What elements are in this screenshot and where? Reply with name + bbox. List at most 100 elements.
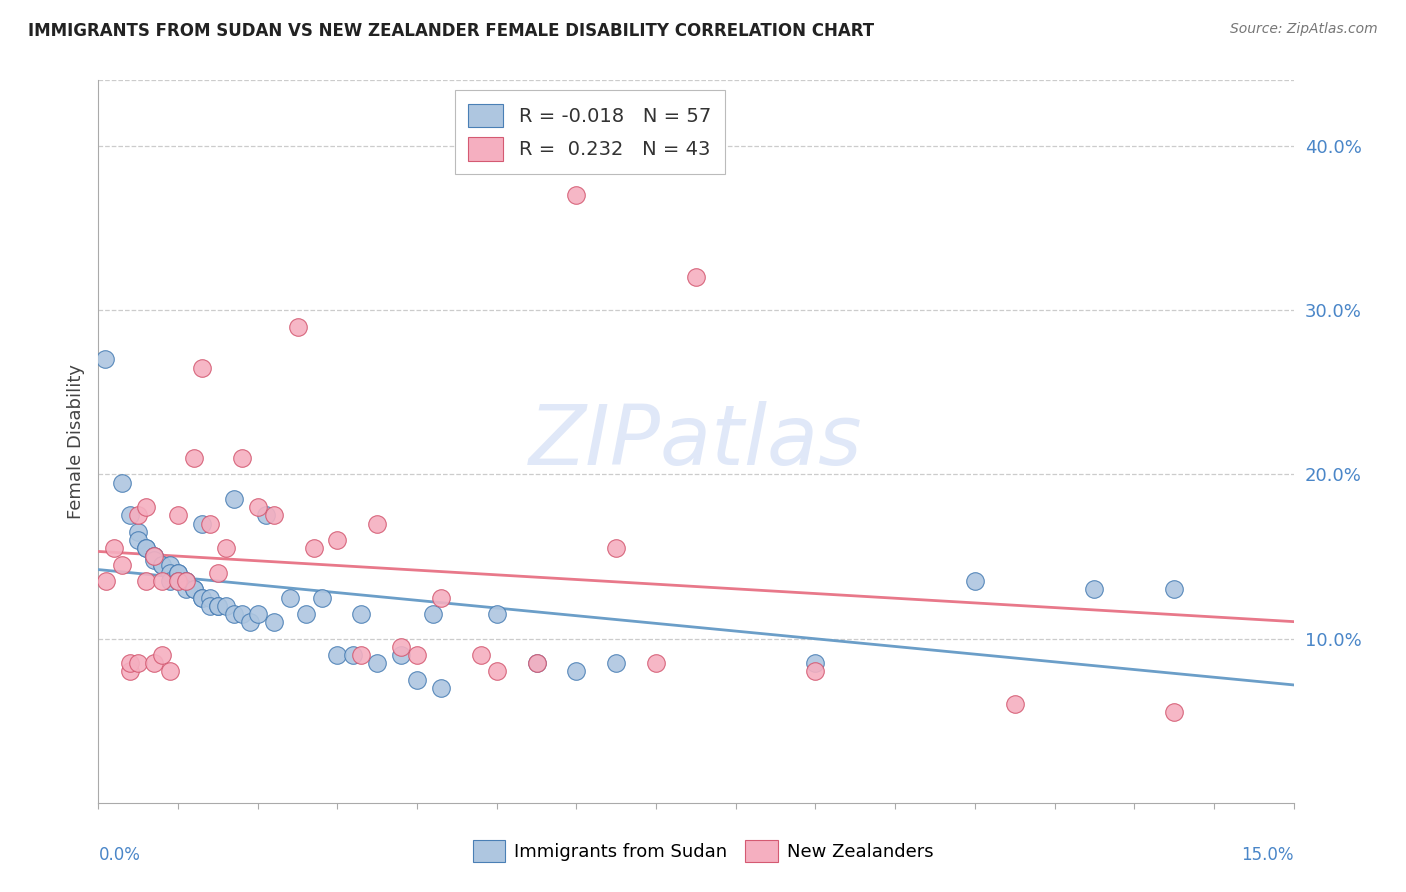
Point	[143, 553, 166, 567]
Point	[174, 582, 197, 597]
Text: IMMIGRANTS FROM SUDAN VS NEW ZEALANDER FEMALE DISABILITY CORRELATION CHART: IMMIGRANTS FROM SUDAN VS NEW ZEALANDER F…	[28, 22, 875, 40]
Point	[143, 657, 166, 671]
Point	[311, 591, 333, 605]
Point	[150, 558, 173, 572]
Point	[159, 665, 181, 679]
Point	[389, 648, 412, 662]
Point	[302, 541, 325, 556]
Point	[963, 574, 986, 588]
Point	[135, 500, 157, 515]
Point	[263, 508, 285, 523]
Point	[191, 591, 214, 605]
Point	[174, 574, 197, 588]
Point	[183, 450, 205, 465]
Point	[167, 574, 190, 588]
Point	[120, 665, 142, 679]
Point	[111, 475, 134, 490]
Point	[485, 665, 508, 679]
Point	[111, 558, 134, 572]
Point	[94, 352, 117, 367]
Point	[366, 657, 388, 671]
Point	[350, 607, 373, 621]
Point	[183, 582, 205, 597]
Point	[150, 648, 173, 662]
Point	[287, 319, 309, 334]
Point	[231, 607, 253, 621]
Point	[191, 516, 214, 531]
Point	[191, 360, 214, 375]
Point	[326, 648, 349, 662]
Point	[150, 574, 173, 588]
Point	[645, 657, 668, 671]
Point	[198, 516, 221, 531]
Point	[127, 657, 149, 671]
Point	[222, 491, 245, 506]
Point	[526, 657, 548, 671]
Point	[191, 591, 214, 605]
Point	[804, 657, 827, 671]
Point	[1163, 582, 1185, 597]
Point	[207, 599, 229, 613]
Point	[342, 648, 364, 662]
Point	[159, 574, 181, 588]
Point	[135, 574, 157, 588]
Point	[127, 508, 149, 523]
Point	[422, 607, 444, 621]
Point	[366, 516, 388, 531]
Point	[198, 599, 221, 613]
Point	[485, 607, 508, 621]
Point	[198, 591, 221, 605]
Point	[167, 508, 190, 523]
Point	[246, 607, 269, 621]
Point	[150, 558, 173, 572]
Point	[143, 549, 166, 564]
Text: Source: ZipAtlas.com: Source: ZipAtlas.com	[1230, 22, 1378, 37]
Point	[605, 541, 627, 556]
Point	[167, 574, 190, 588]
Point	[120, 508, 142, 523]
Point	[143, 549, 166, 564]
Point	[135, 541, 157, 556]
Point	[127, 524, 149, 539]
Point	[470, 648, 492, 662]
Legend: Immigrants from Sudan, New Zealanders: Immigrants from Sudan, New Zealanders	[465, 833, 941, 870]
Point	[565, 665, 588, 679]
Point	[215, 599, 238, 613]
Point	[174, 574, 197, 588]
Point	[1083, 582, 1105, 597]
Point	[350, 648, 373, 662]
Point	[207, 599, 229, 613]
Point	[127, 533, 149, 547]
Point	[246, 500, 269, 515]
Point	[167, 566, 190, 580]
Point	[254, 508, 277, 523]
Point	[685, 270, 707, 285]
Point	[605, 657, 627, 671]
Point	[326, 533, 349, 547]
Y-axis label: Female Disability: Female Disability	[66, 364, 84, 519]
Point	[406, 648, 429, 662]
Point	[159, 566, 181, 580]
Point	[804, 665, 827, 679]
Text: 0.0%: 0.0%	[98, 847, 141, 864]
Point	[1163, 706, 1185, 720]
Point	[231, 450, 253, 465]
Point	[389, 640, 412, 654]
Point	[143, 549, 166, 564]
Point	[167, 566, 190, 580]
Text: ZIPatlas: ZIPatlas	[529, 401, 863, 482]
Point	[406, 673, 429, 687]
Point	[565, 188, 588, 202]
Point	[526, 657, 548, 671]
Point	[263, 615, 285, 630]
Point	[294, 607, 316, 621]
Point	[239, 615, 262, 630]
Point	[430, 681, 453, 695]
Point	[1004, 698, 1026, 712]
Point	[174, 574, 197, 588]
Point	[430, 591, 453, 605]
Point	[120, 657, 142, 671]
Point	[103, 541, 125, 556]
Point	[207, 566, 229, 580]
Point	[135, 541, 157, 556]
